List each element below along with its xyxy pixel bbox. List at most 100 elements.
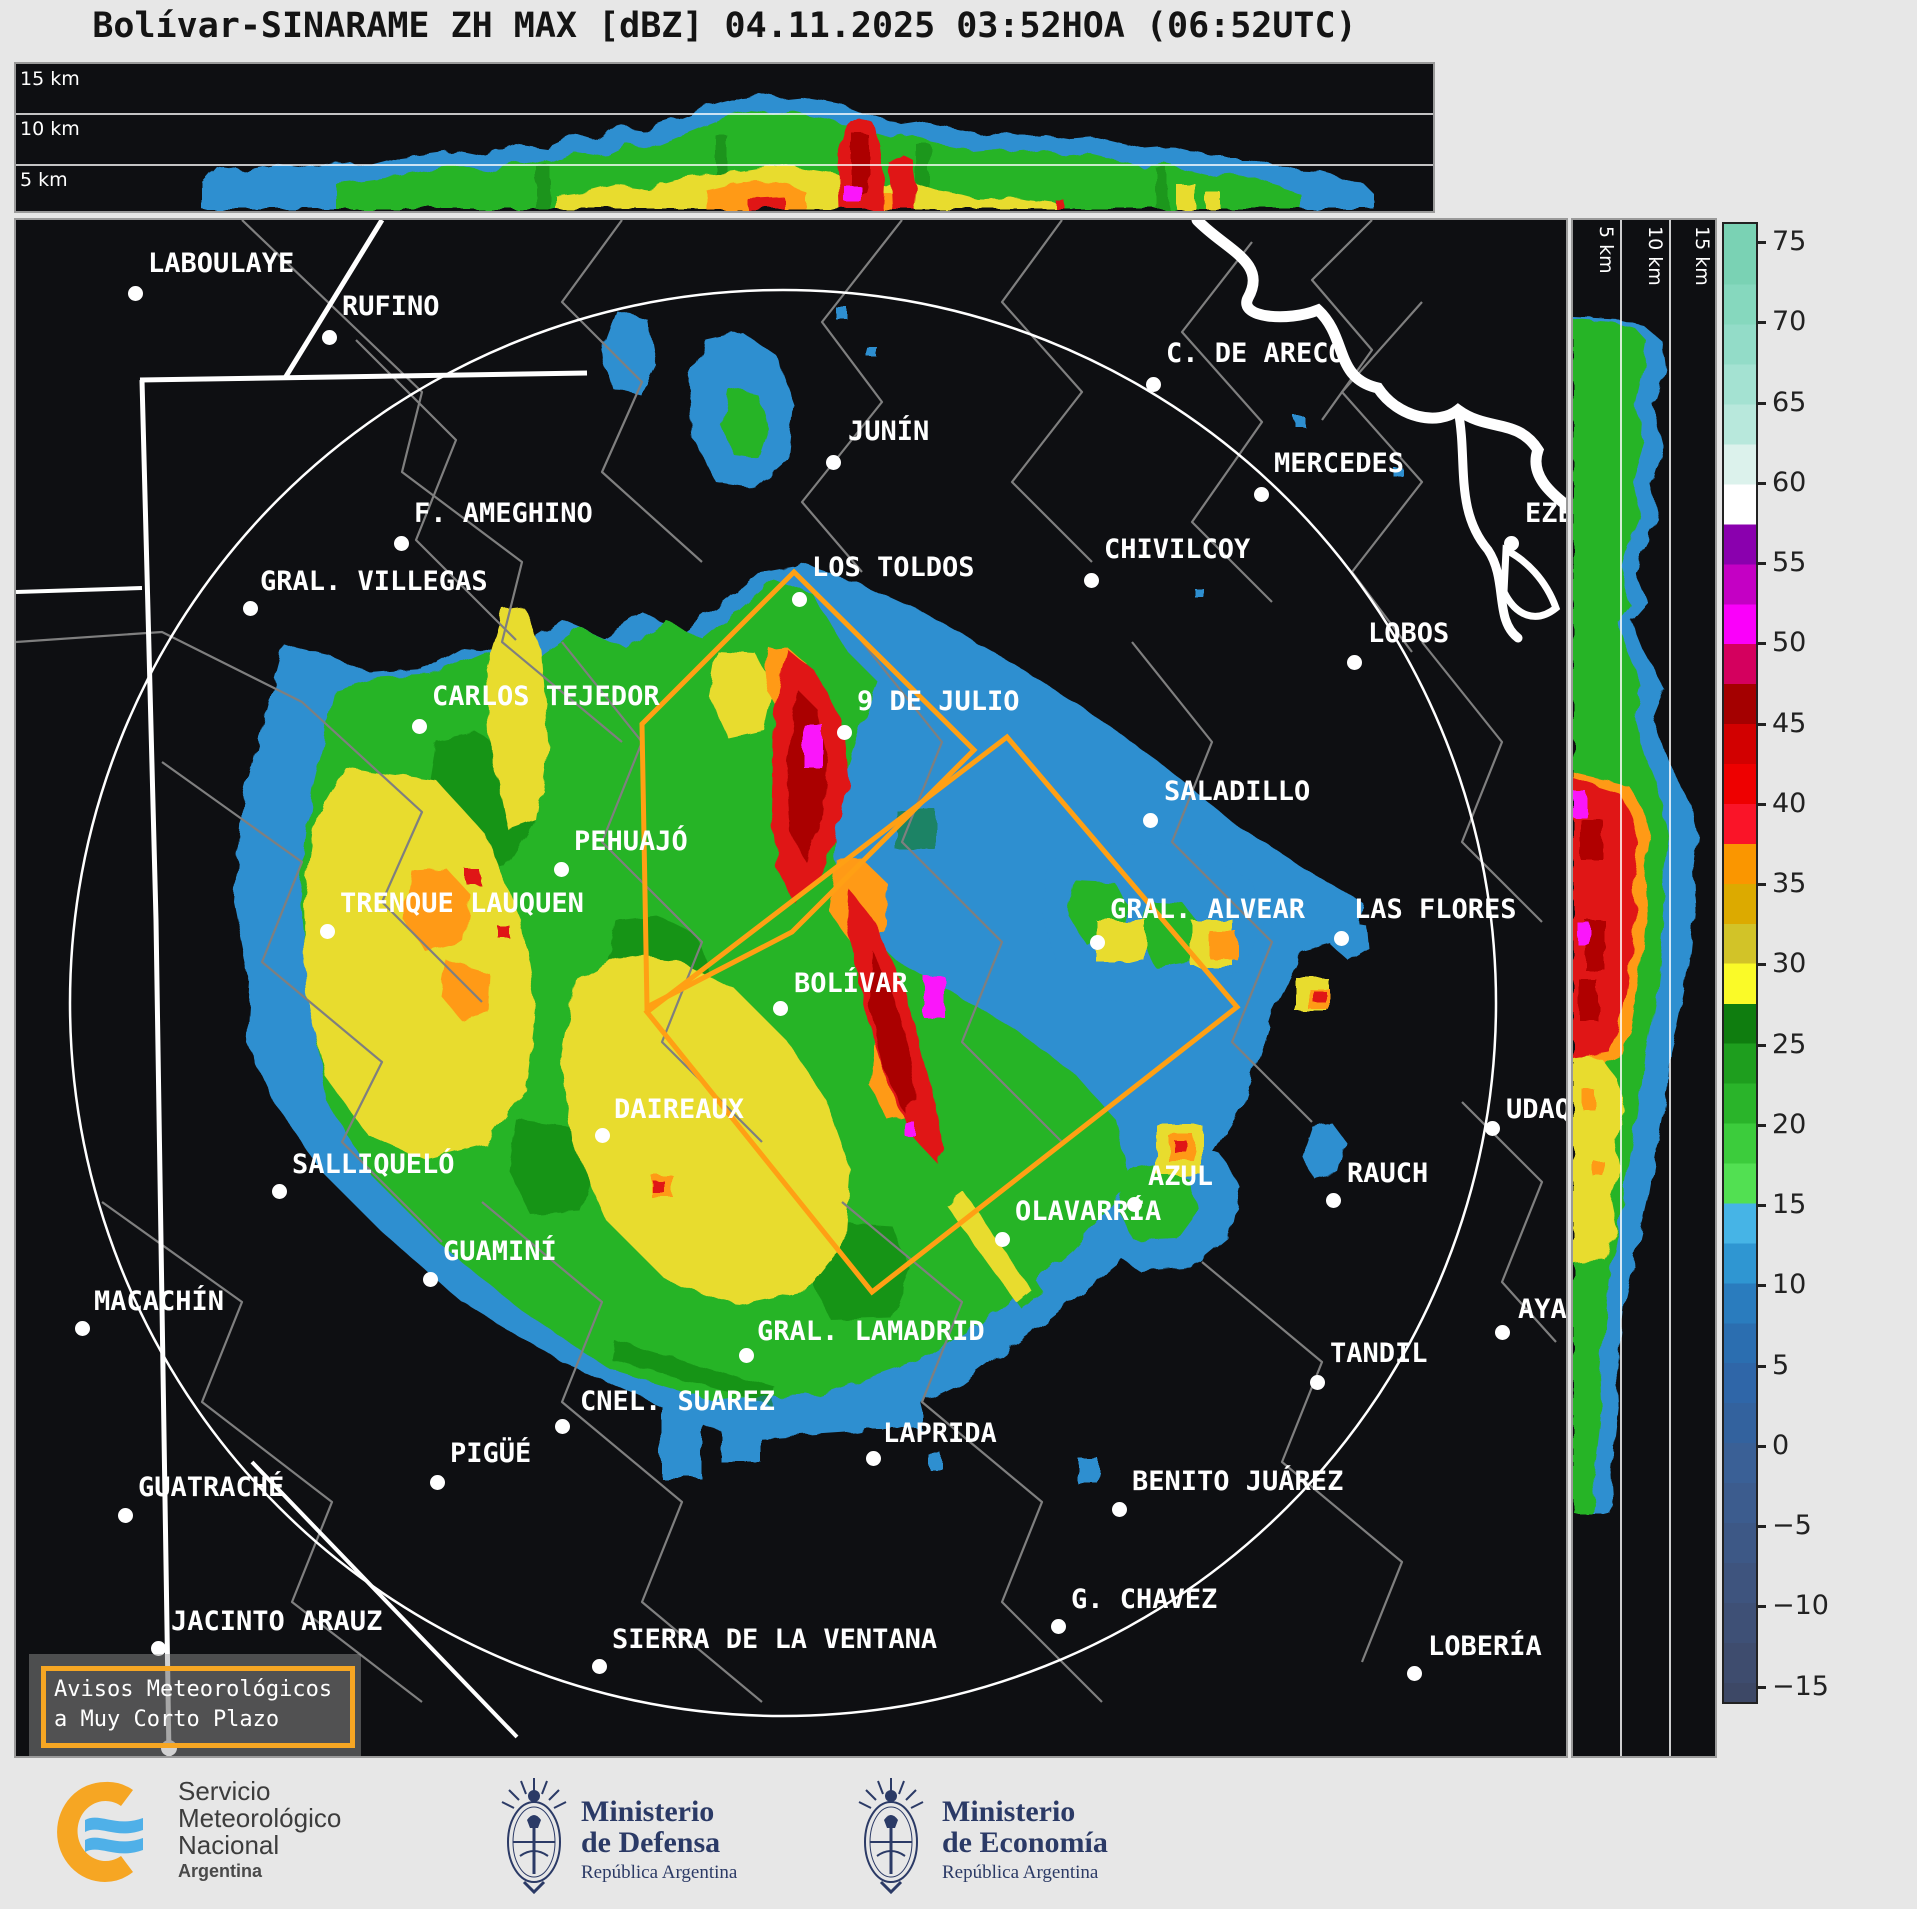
city-label: F. AMEGHINO bbox=[414, 500, 593, 527]
avisos-line2: a Muy Corto Plazo bbox=[54, 1705, 350, 1735]
city-label: GUATRACHÉ bbox=[138, 1474, 284, 1501]
colorbar-tick-label: 70 bbox=[1772, 306, 1806, 337]
economia-text: Ministerio de Economía República Argenti… bbox=[942, 1796, 1108, 1884]
colorbar-tick-label: 0 bbox=[1772, 1430, 1789, 1461]
city-dot bbox=[554, 862, 569, 877]
city-label: MACACHÍN bbox=[94, 1288, 224, 1315]
city-label: LAPRIDA bbox=[883, 1420, 997, 1447]
city-label: OLAVARRÍA bbox=[1015, 1198, 1161, 1225]
colorbar-tick bbox=[1756, 803, 1766, 806]
colorbar-tick-label: 25 bbox=[1772, 1029, 1806, 1060]
colorbar-tick bbox=[1756, 1445, 1766, 1448]
right-panel-echo bbox=[1573, 317, 1698, 1512]
city-dot bbox=[1407, 1666, 1422, 1681]
city-dot bbox=[1090, 935, 1105, 950]
colorbar-tick-label: 40 bbox=[1772, 788, 1806, 819]
city-dot bbox=[412, 719, 427, 734]
dbz-colorbar bbox=[1722, 222, 1758, 1704]
colorbar-tick-label: 75 bbox=[1772, 226, 1806, 257]
colorbar-tick bbox=[1756, 1605, 1766, 1608]
colorbar-tick-label: −5 bbox=[1772, 1510, 1812, 1541]
colorbar-tick bbox=[1756, 723, 1766, 726]
city-dot bbox=[1334, 931, 1349, 946]
city-dot bbox=[322, 330, 337, 345]
city-label: PEHUAJÓ bbox=[574, 828, 688, 855]
city-label: LAS FLORES bbox=[1354, 896, 1517, 923]
top-panel-5km-label: 5 km bbox=[20, 169, 68, 191]
top-panel-echo bbox=[202, 95, 1374, 209]
colorbar-tick bbox=[1756, 1204, 1766, 1207]
city-label: TRENQUE LAUQUEN bbox=[340, 890, 584, 917]
city-label: TANDIL bbox=[1330, 1340, 1428, 1367]
top-panel-15km-label: 15 km bbox=[20, 68, 80, 90]
colorbar-tick bbox=[1756, 321, 1766, 324]
colorbar-tick bbox=[1756, 241, 1766, 244]
city-label: CARLOS TEJEDOR bbox=[432, 683, 660, 710]
city-dot bbox=[555, 1419, 570, 1434]
city-label: G. CHAVEZ bbox=[1071, 1586, 1217, 1613]
city-label: LABOULAYE bbox=[148, 250, 294, 277]
colorbar-tick-label: 60 bbox=[1772, 467, 1806, 498]
city-label: LOS TOLDOS bbox=[812, 554, 975, 581]
colorbar-tick-label: 10 bbox=[1772, 1269, 1806, 1300]
city-dot bbox=[1504, 536, 1519, 551]
city-label: DAIREAUX bbox=[614, 1096, 744, 1123]
city-dot bbox=[826, 455, 841, 470]
city-label: LOBERÍA bbox=[1428, 1633, 1542, 1660]
right-panel-15km-label: 15 km bbox=[1691, 226, 1713, 286]
colorbar-tick bbox=[1756, 642, 1766, 645]
city-dot bbox=[1143, 813, 1158, 828]
city-dot bbox=[1146, 377, 1161, 392]
city-label: CNEL. SUAREZ bbox=[580, 1388, 775, 1415]
city-dot bbox=[1112, 1502, 1127, 1517]
right-panel-5km-label: 5 km bbox=[1595, 226, 1617, 274]
top-cross-section-panel: 15 km 10 km 5 km bbox=[14, 62, 1435, 213]
colorbar-tick-label: −10 bbox=[1772, 1590, 1829, 1621]
city-label: AYA bbox=[1518, 1296, 1567, 1323]
city-label: GRAL. LAMADRID bbox=[757, 1318, 985, 1345]
city-dot bbox=[739, 1348, 754, 1363]
city-dot bbox=[272, 1184, 287, 1199]
city-dot bbox=[430, 1475, 445, 1490]
colorbar-tick bbox=[1756, 562, 1766, 565]
colorbar-tick bbox=[1756, 402, 1766, 405]
city-label: JACINTO ARAUZ bbox=[171, 1608, 382, 1635]
city-dot bbox=[75, 1321, 90, 1336]
right-cross-section-plot bbox=[1573, 220, 1715, 1756]
city-label: GUAMINÍ bbox=[443, 1238, 557, 1265]
colorbar-tick bbox=[1756, 1044, 1766, 1047]
city-dot bbox=[792, 592, 807, 607]
colorbar-tick-label: 20 bbox=[1772, 1109, 1806, 1140]
smn-logo-icon bbox=[55, 1778, 155, 1886]
city-dot bbox=[592, 1659, 607, 1674]
avisos-box[interactable]: Avisos Meteorológicos a Muy Corto Plazo bbox=[41, 1666, 355, 1748]
colorbar-tick bbox=[1756, 963, 1766, 966]
economia-emblem-icon bbox=[851, 1770, 931, 1900]
city-label: MERCEDES bbox=[1274, 450, 1404, 477]
city-dot bbox=[128, 286, 143, 301]
city-dot bbox=[995, 1232, 1010, 1247]
city-label: PIGÜÉ bbox=[450, 1440, 531, 1467]
colorbar-tick-label: 55 bbox=[1772, 547, 1806, 578]
city-label: JUNÍN bbox=[848, 418, 929, 445]
avisos-line1: Avisos Meteorológicos bbox=[54, 1675, 350, 1705]
city-label: GRAL. VILLEGAS bbox=[260, 568, 488, 595]
city-label: CHIVILCOY bbox=[1104, 536, 1250, 563]
colorbar-tick-label: 35 bbox=[1772, 868, 1806, 899]
city-label: BOLÍVAR bbox=[794, 970, 908, 997]
defensa-text: Ministerio de Defensa República Argentin… bbox=[581, 1796, 737, 1884]
colorbar-tick bbox=[1756, 1284, 1766, 1287]
city-dot bbox=[1254, 487, 1269, 502]
right-panel-10km-label: 10 km bbox=[1644, 226, 1666, 286]
city-label: 9 DE JULIO bbox=[857, 688, 1020, 715]
city-label: RUFINO bbox=[342, 293, 440, 320]
radar-map: LABOULAYERUFINOC. DE ARECOJUNÍNMERCEDESF… bbox=[14, 218, 1568, 1758]
avisos-frame: Avisos Meteorológicos a Muy Corto Plazo bbox=[29, 1654, 361, 1756]
city-dot bbox=[1310, 1375, 1325, 1390]
colorbar-tick bbox=[1756, 1686, 1766, 1689]
colorbar-tick-label: 45 bbox=[1772, 708, 1806, 739]
city-dot bbox=[1347, 655, 1362, 670]
city-dot bbox=[243, 601, 258, 616]
colorbar-tick-label: 15 bbox=[1772, 1189, 1806, 1220]
city-label: AZUL bbox=[1148, 1163, 1213, 1190]
